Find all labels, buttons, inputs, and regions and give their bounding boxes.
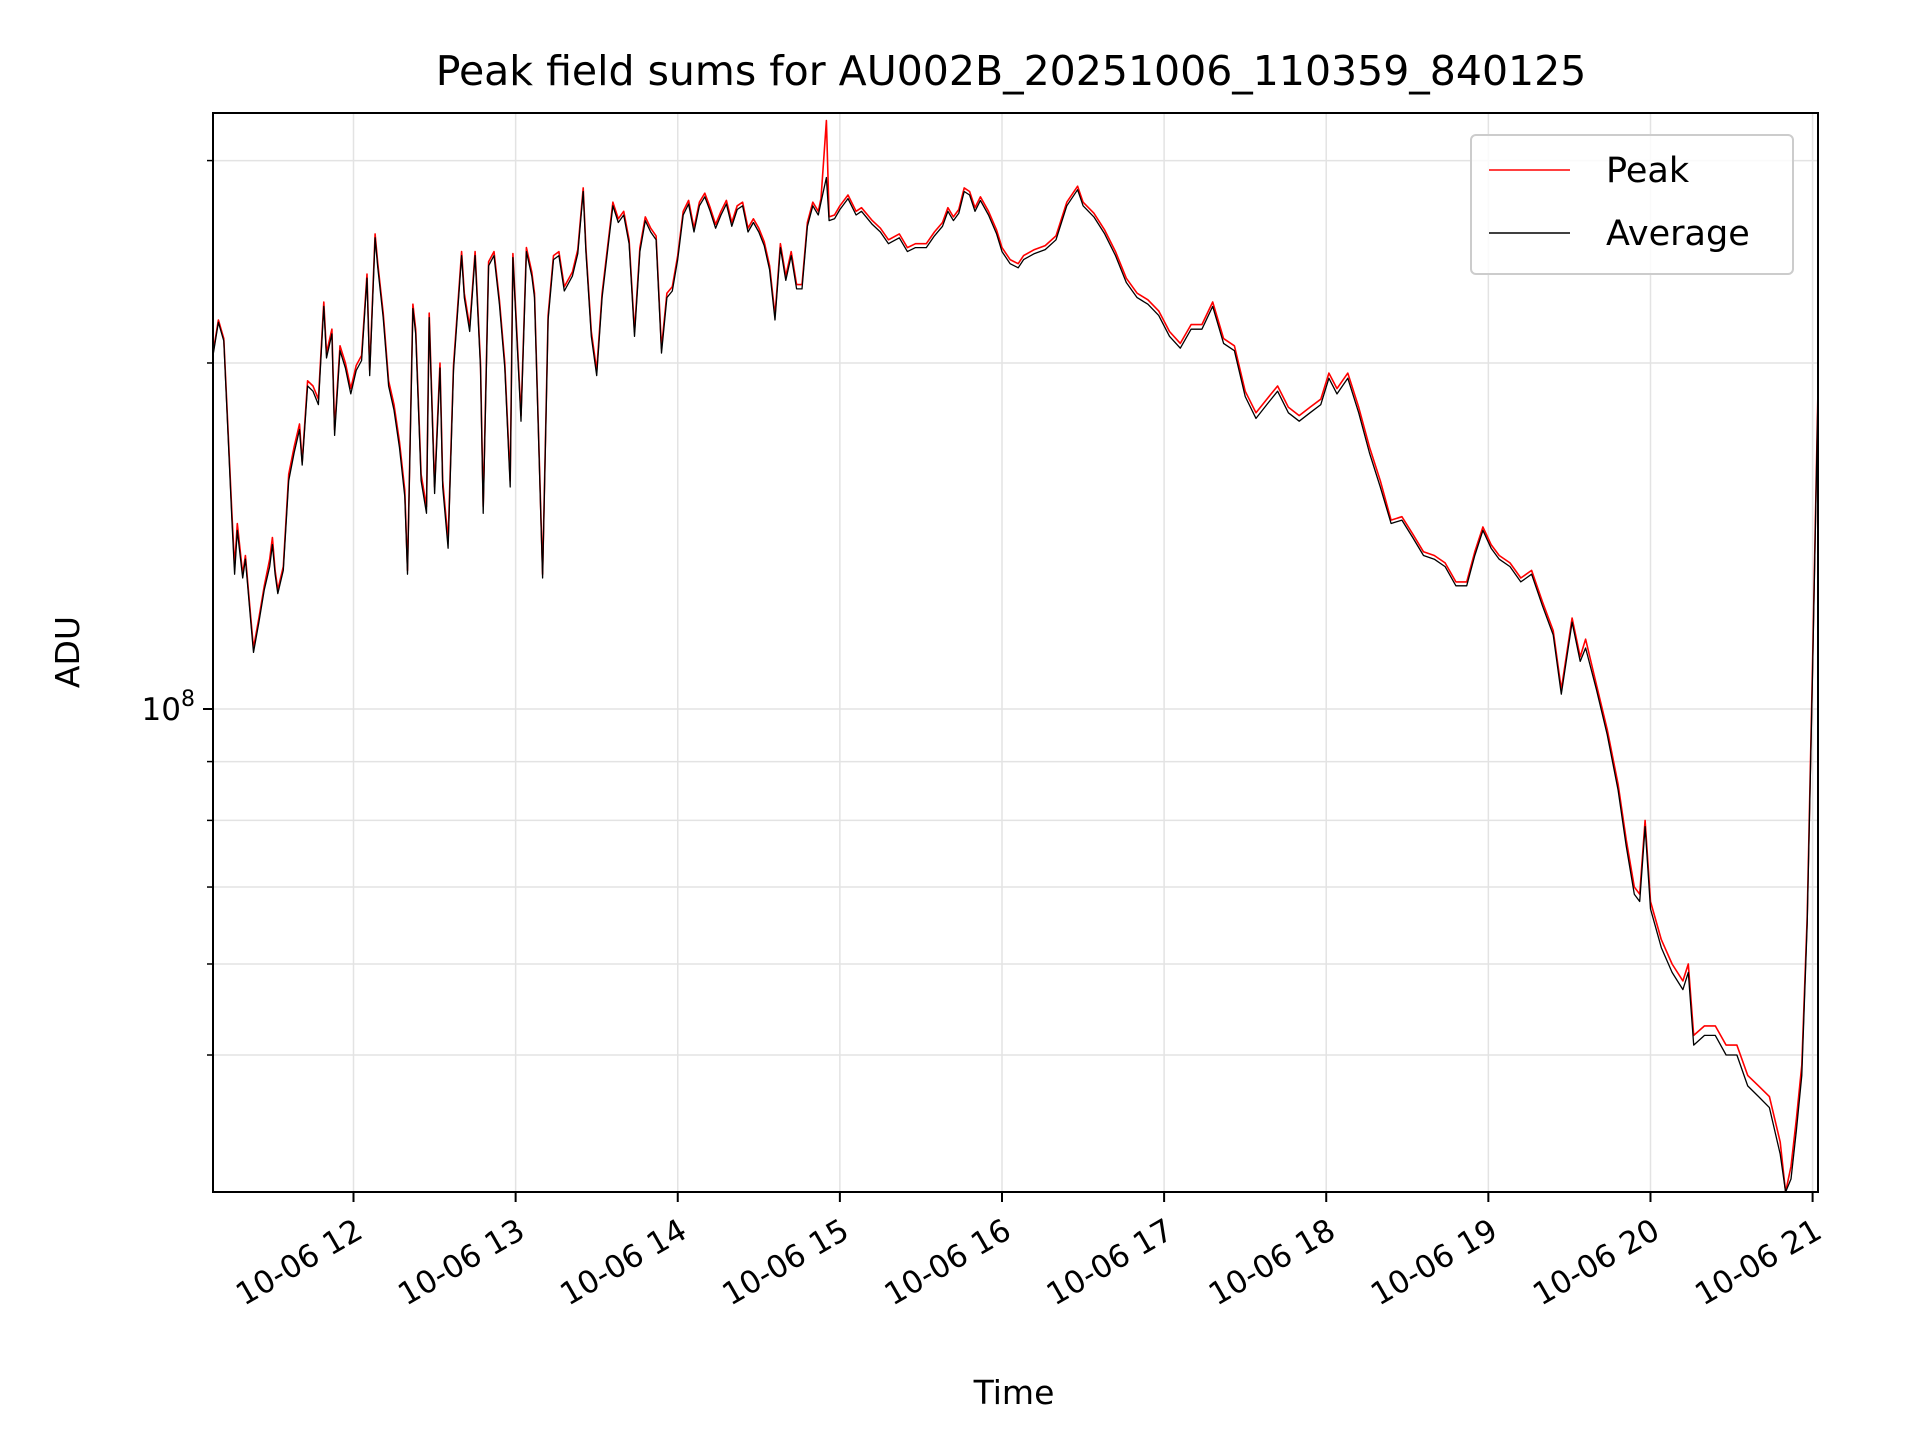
- legend-label-peak: Peak: [1606, 151, 1690, 191]
- legend: Peak Average: [1470, 134, 1794, 275]
- y-axis-ticks: 108: [142, 159, 213, 1056]
- y-axis-label: ADU: [48, 616, 87, 688]
- x-axis-label: Time: [973, 1373, 1055, 1412]
- chart-title: Peak field sums for AU002B_20251006_1103…: [436, 47, 1587, 95]
- legend-label-average: Average: [1606, 214, 1750, 254]
- series-line-peak: [213, 119, 1818, 1192]
- plot-area-frame: [212, 112, 1819, 1193]
- series-line-average: [213, 176, 1818, 1192]
- series-lines: [213, 119, 1818, 1192]
- y-tick-label: 108: [142, 687, 195, 728]
